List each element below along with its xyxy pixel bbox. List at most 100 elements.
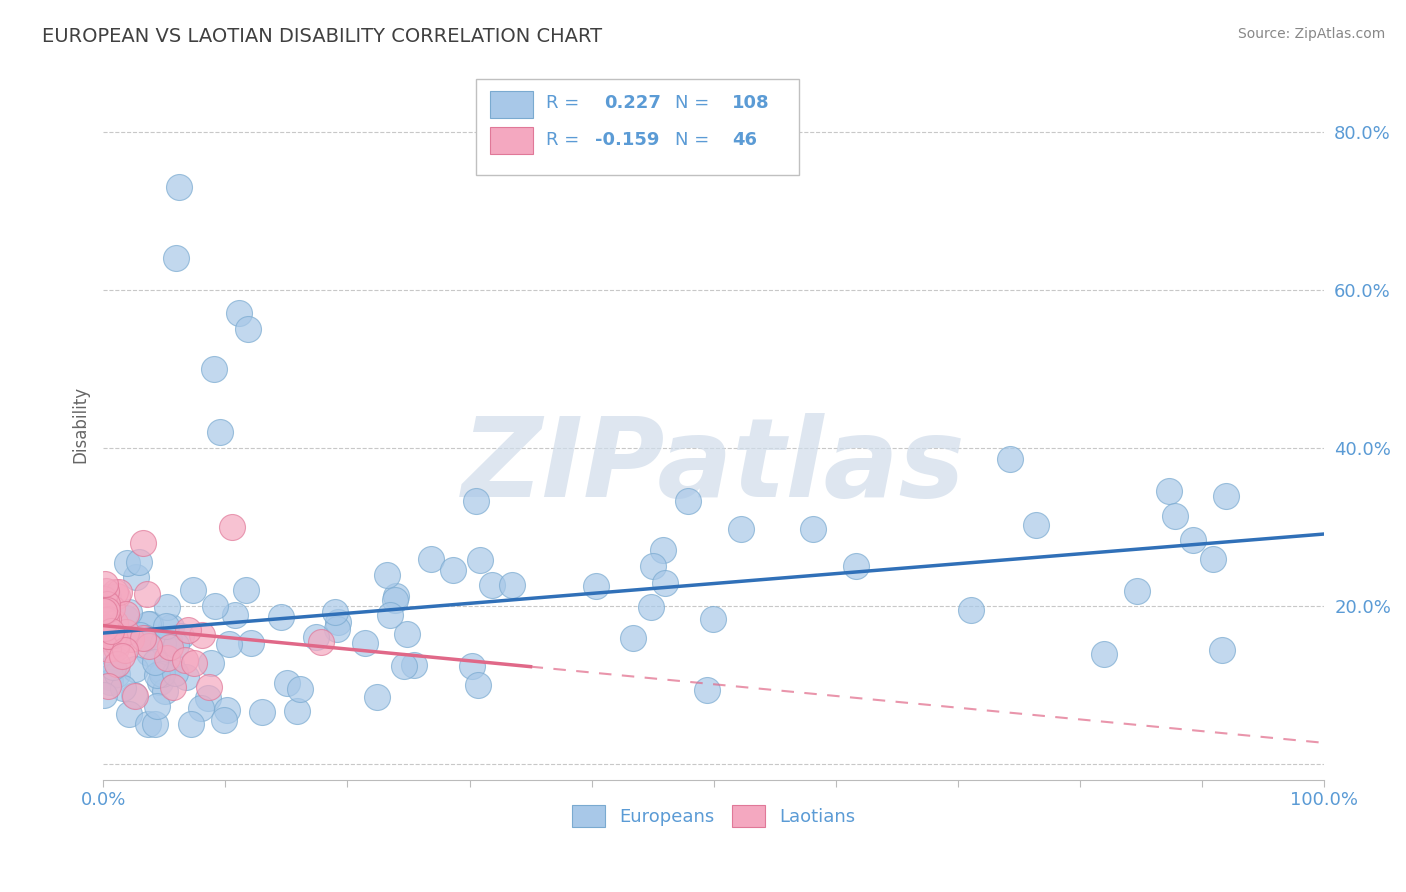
Point: [676, 494, 699, 508]
Point: [101, 659, 124, 673]
Point: [730, 522, 752, 536]
Point: [104, 641, 127, 656]
Point: [641, 558, 664, 573]
Point: [136, 587, 159, 601]
Point: [695, 682, 717, 697]
Point: [94, 583, 117, 598]
Point: [124, 662, 146, 676]
Text: R =: R =: [547, 94, 579, 112]
FancyBboxPatch shape: [491, 91, 533, 119]
Point: [104, 584, 127, 599]
Point: [97, 679, 120, 693]
Point: [155, 599, 177, 614]
Point: [845, 559, 868, 574]
Point: [465, 494, 488, 508]
Point: [402, 657, 425, 672]
Point: [150, 667, 173, 681]
Legend: Europeans, Laotians: Europeans, Laotians: [565, 798, 863, 835]
Point: [200, 656, 222, 670]
Point: [94, 613, 117, 627]
Point: [250, 705, 273, 719]
Point: [108, 585, 131, 599]
Point: [702, 611, 724, 625]
Point: [115, 556, 138, 570]
Text: -0.159: -0.159: [595, 130, 659, 149]
Point: [1094, 647, 1116, 661]
Point: [138, 639, 160, 653]
Point: [191, 628, 214, 642]
Point: [270, 610, 292, 624]
Point: [97, 642, 120, 657]
Point: [501, 577, 523, 591]
Point: [153, 683, 176, 698]
Point: [353, 635, 375, 649]
Point: [202, 361, 225, 376]
Point: [1181, 533, 1204, 547]
Point: [138, 646, 160, 660]
Point: [309, 635, 332, 649]
Point: [152, 636, 174, 650]
Point: [150, 664, 173, 678]
Point: [159, 640, 181, 654]
Point: [323, 605, 346, 619]
Point: [392, 659, 415, 673]
Point: [1202, 551, 1225, 566]
Point: [224, 607, 246, 622]
Point: [97, 590, 120, 604]
Point: [228, 306, 250, 320]
Point: [139, 616, 162, 631]
Point: [1025, 518, 1047, 533]
Text: 46: 46: [733, 130, 756, 149]
Point: [998, 452, 1021, 467]
Point: [132, 535, 155, 549]
Point: [173, 653, 195, 667]
Point: [94, 631, 117, 645]
Point: [190, 700, 212, 714]
Text: 108: 108: [733, 94, 769, 112]
Point: [100, 670, 122, 684]
Point: [94, 610, 117, 624]
Point: [115, 625, 138, 640]
Point: [167, 180, 190, 194]
Point: [285, 704, 308, 718]
Point: [145, 655, 167, 669]
Point: [98, 674, 121, 689]
Point: [1126, 584, 1149, 599]
Text: Source: ZipAtlas.com: Source: ZipAtlas.com: [1237, 27, 1385, 41]
Point: [177, 623, 200, 637]
Point: [375, 568, 398, 582]
Point: [276, 676, 298, 690]
Point: [165, 251, 187, 265]
Point: [1157, 484, 1180, 499]
Point: [165, 665, 187, 680]
Point: [104, 615, 127, 630]
Point: [481, 578, 503, 592]
Point: [111, 681, 134, 695]
Point: [100, 600, 122, 615]
Point: [125, 570, 148, 584]
Point: [208, 425, 231, 439]
Text: R =: R =: [547, 130, 579, 149]
Point: [96, 598, 118, 612]
Point: [384, 593, 406, 607]
Point: [105, 589, 128, 603]
Point: [93, 621, 115, 635]
Text: N =: N =: [675, 130, 709, 149]
Point: [204, 599, 226, 614]
Point: [136, 616, 159, 631]
Point: [114, 611, 136, 625]
Point: [218, 637, 240, 651]
Point: [960, 603, 983, 617]
Point: [132, 631, 155, 645]
Point: [180, 717, 202, 731]
Point: [93, 604, 115, 618]
Point: [105, 636, 128, 650]
Point: [654, 576, 676, 591]
Point: [235, 582, 257, 597]
Point: [174, 670, 197, 684]
Point: [128, 555, 150, 569]
Point: [366, 690, 388, 704]
Point: [326, 623, 349, 637]
Point: [212, 714, 235, 728]
Point: [157, 633, 180, 648]
